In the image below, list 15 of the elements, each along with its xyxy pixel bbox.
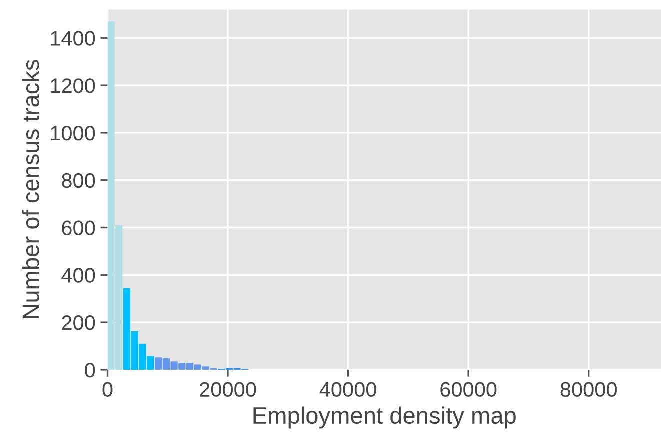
x-tick-label: 40000: [320, 382, 376, 398]
y-tick-label: 200: [62, 316, 96, 330]
x-tick-label: 0: [102, 382, 113, 398]
y-tick-label: 1200: [51, 78, 96, 94]
y-tick-label: 1000: [51, 126, 96, 141]
y-tick-label: 400: [62, 268, 96, 283]
x-axis-title: Employment density map: [254, 406, 516, 429]
x-tick-label: 60000: [440, 382, 497, 398]
y-axis-title: Number of census tracks: [22, 60, 40, 318]
y-tick-label: 0: [85, 362, 96, 378]
y-tick-label: 600: [62, 220, 96, 236]
x-tick-label: 80000: [560, 382, 617, 398]
y-tick-label: 1400: [51, 31, 96, 46]
y-tick-label: 800: [62, 173, 96, 188]
x-tick-label: 20000: [200, 382, 256, 398]
